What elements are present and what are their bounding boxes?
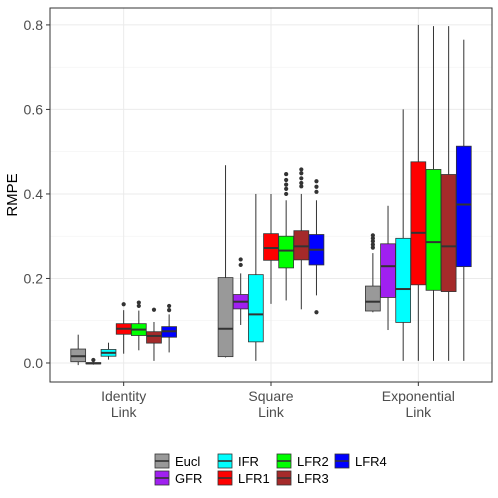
box-body bbox=[440, 174, 457, 292]
box-lfr3 bbox=[146, 307, 162, 361]
box-body bbox=[146, 331, 162, 344]
outlier-point bbox=[284, 186, 289, 191]
outlier-point bbox=[370, 236, 375, 241]
legend-label: LFR3 bbox=[297, 471, 329, 486]
y-tick-label: 0.6 bbox=[24, 101, 44, 117]
box-body bbox=[278, 235, 294, 269]
x-tick-label-line: Exponential bbox=[382, 388, 455, 404]
legend-label: IFR bbox=[238, 454, 259, 469]
box-body bbox=[365, 285, 381, 312]
box-lfr2 bbox=[278, 171, 294, 301]
boxplots bbox=[70, 24, 472, 366]
legend-label: LFR4 bbox=[355, 454, 387, 469]
legend-item-gfr: GFR bbox=[154, 470, 202, 486]
box-body bbox=[263, 233, 279, 261]
box-body bbox=[425, 169, 442, 291]
legend-label: GFR bbox=[175, 471, 202, 486]
legend-label: Eucl bbox=[175, 454, 200, 469]
outlier-point bbox=[370, 233, 375, 238]
box-lfr4 bbox=[455, 39, 472, 361]
outlier-point bbox=[370, 239, 375, 244]
outlier-point bbox=[314, 184, 319, 189]
outlier-point bbox=[136, 300, 141, 305]
box-body bbox=[293, 230, 310, 261]
outlier-point bbox=[299, 180, 304, 186]
x-tick-label-line: Link bbox=[111, 404, 138, 420]
x-tick-label-line: Identity bbox=[101, 388, 146, 404]
box-lfr4 bbox=[161, 303, 177, 353]
outlier-point bbox=[167, 308, 172, 313]
x-tick-label-line: Square bbox=[248, 388, 293, 404]
box-eucl bbox=[70, 334, 87, 366]
y-tick-label: 0.4 bbox=[24, 186, 44, 202]
x-tick-label: Square Link bbox=[248, 388, 293, 420]
outlier-point bbox=[299, 184, 304, 189]
outlier-point bbox=[151, 307, 157, 312]
y-axis-title: RMPE bbox=[4, 173, 21, 216]
box-body bbox=[410, 161, 427, 286]
outlier-point bbox=[121, 302, 126, 307]
box-lfr2 bbox=[130, 300, 147, 351]
legend-item-lfr1: LFR1 bbox=[217, 470, 270, 486]
x-tick-label: Exponential Link bbox=[382, 388, 455, 420]
box-lfr2 bbox=[425, 26, 442, 361]
box-ifr bbox=[395, 109, 412, 361]
outlier-point bbox=[314, 310, 319, 315]
outlier-point bbox=[238, 257, 243, 262]
box-body bbox=[395, 237, 412, 323]
legend-item-lfr2: LFR2 bbox=[276, 453, 329, 469]
box-lfr1 bbox=[115, 302, 132, 354]
box-body bbox=[217, 277, 234, 358]
legend-item-lfr3: LFR3 bbox=[276, 470, 329, 486]
outlier-point bbox=[314, 189, 319, 194]
outlier-point bbox=[299, 171, 304, 176]
outlier-point bbox=[136, 303, 141, 309]
outlier-point bbox=[284, 171, 289, 177]
outlier-point bbox=[284, 177, 289, 183]
box-eucl bbox=[365, 233, 381, 313]
x-tick-label-line: Link bbox=[405, 404, 432, 420]
outlier-point bbox=[284, 191, 289, 197]
box-body bbox=[248, 274, 264, 343]
box-gfr bbox=[85, 357, 102, 365]
outlier-point bbox=[91, 357, 96, 363]
box-lfr4 bbox=[308, 179, 325, 315]
box-lfr3 bbox=[293, 167, 310, 310]
outlier-point bbox=[299, 167, 304, 172]
legend: Eucl GFR IFR LFR1 LFR2 LFR3 LFR4 bbox=[154, 453, 387, 486]
y-tick-label: 0.0 bbox=[24, 355, 44, 371]
box-eucl bbox=[217, 165, 234, 358]
outlier-point bbox=[284, 182, 289, 187]
box-lfr1 bbox=[410, 24, 427, 361]
legend-label: LFR1 bbox=[238, 471, 270, 486]
y-axis: 0.0 0.2 0.4 0.6 0.8 bbox=[24, 17, 50, 371]
legend-item-ifr: IFR bbox=[217, 453, 259, 469]
box-ifr bbox=[100, 342, 117, 360]
outlier-point bbox=[238, 262, 243, 268]
box-ifr bbox=[248, 193, 264, 361]
legend-item-eucl: Eucl bbox=[154, 453, 200, 469]
box-gfr bbox=[380, 205, 396, 331]
outlier-point bbox=[167, 303, 172, 309]
legend-label: LFR2 bbox=[297, 454, 329, 469]
outlier-point bbox=[314, 179, 319, 184]
box-lfr3 bbox=[440, 26, 457, 361]
outlier-point bbox=[370, 242, 375, 247]
x-tick-label: Identity Link bbox=[101, 388, 146, 420]
y-tick-label: 0.2 bbox=[24, 270, 44, 286]
box-lfr1 bbox=[263, 193, 279, 304]
box-body bbox=[380, 243, 396, 298]
outlier-point bbox=[299, 176, 304, 181]
outlier-point bbox=[370, 245, 375, 250]
x-tick-label-line: Link bbox=[258, 404, 285, 420]
box-gfr bbox=[232, 257, 249, 325]
box-body bbox=[455, 145, 472, 268]
y-tick-label: 0.8 bbox=[24, 17, 44, 33]
legend-item-lfr4: LFR4 bbox=[334, 453, 387, 469]
